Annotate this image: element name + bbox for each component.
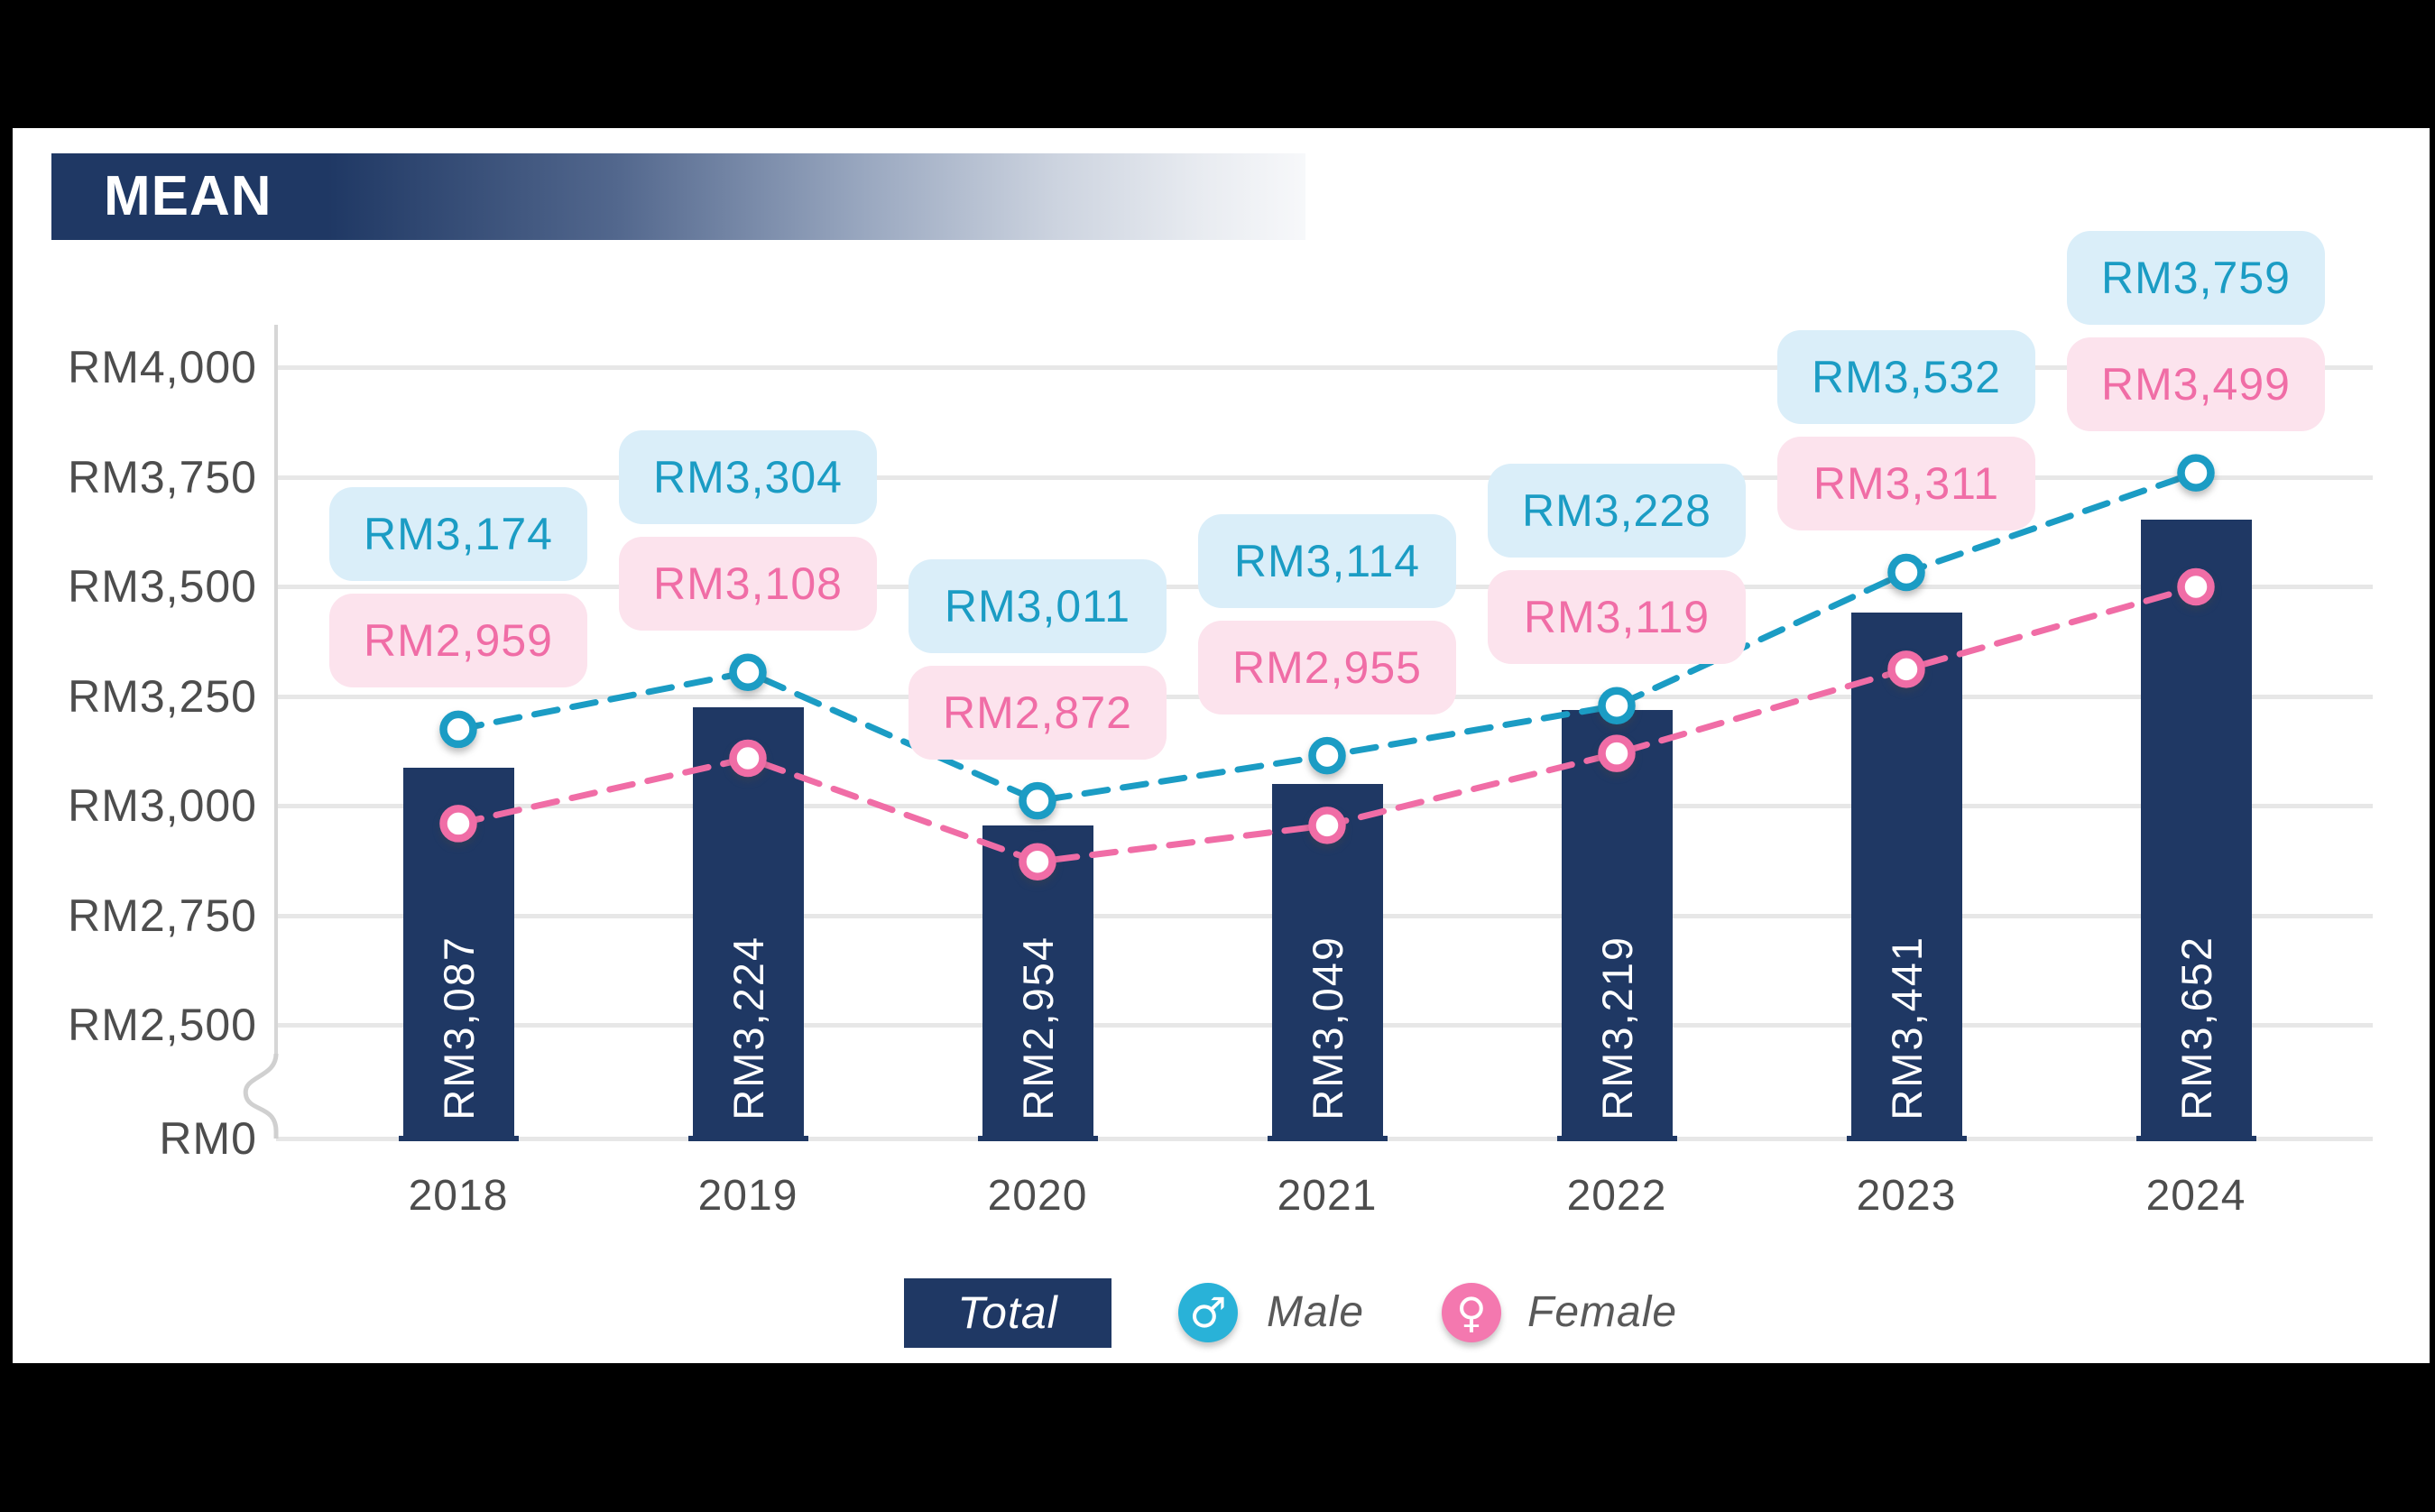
male-value-label-2020: RM3,011 — [909, 558, 1167, 653]
gridline — [276, 365, 2373, 370]
x-axis-year-label: 2021 — [1277, 1172, 1378, 1220]
legend-female-label: Female — [1527, 1288, 1678, 1336]
male-glyph: ♂ — [1189, 1288, 1227, 1337]
male-value-label-2021: RM3,114 — [1198, 513, 1456, 608]
x-axis-year-label: 2024 — [2145, 1172, 2246, 1220]
female-symbol-icon: ♀ — [1442, 1283, 1501, 1342]
female-value-label-2021: RM2,955 — [1198, 620, 1456, 715]
y-axis-tick-label: RM3,750 — [68, 451, 257, 502]
gridline — [276, 475, 2373, 480]
female-marker-2020 — [1019, 843, 1056, 880]
female-marker-2019 — [729, 739, 767, 778]
male-marker-2021 — [1308, 736, 1346, 775]
total-bar-2022: RM3,219 — [1556, 709, 1677, 1142]
female-value-label-2019: RM3,108 — [619, 537, 877, 632]
x-axis-year-label: 2019 — [697, 1172, 798, 1220]
chart-canvas — [13, 128, 2430, 1363]
female-value-label-2018: RM2,959 — [329, 594, 587, 688]
y-axis-line — [274, 325, 278, 1054]
chart-title: MEAN — [104, 165, 272, 227]
male-marker-2024 — [2177, 454, 2215, 492]
y-axis-tick-label: RM3,250 — [68, 670, 257, 722]
male-marker-2022 — [1598, 687, 1636, 724]
female-glyph: ♀ — [1456, 1288, 1487, 1337]
total-bar-2023: RM3,441 — [1846, 612, 1967, 1142]
y-axis-tick-label: RM4,000 — [68, 342, 257, 392]
male-marker-2018 — [439, 710, 477, 749]
female-value-label-2023: RM3,311 — [1777, 437, 2035, 531]
female-marker-2022 — [1598, 734, 1636, 772]
y-axis-tick-label: RM0 — [159, 1113, 257, 1164]
female-marker-2023 — [1887, 650, 1925, 688]
female-value-label-2024: RM3,499 — [2067, 337, 2325, 432]
female-marker-2018 — [439, 805, 477, 843]
female-marker-2021 — [1308, 807, 1346, 844]
male-marker-2019 — [729, 653, 767, 692]
x-axis-year-label: 2022 — [1566, 1172, 1667, 1220]
male-value-label-2022: RM3,228 — [1488, 464, 1746, 558]
female-value-label-2022: RM3,119 — [1488, 570, 1746, 665]
y-axis-tick-label: RM2,750 — [68, 890, 257, 941]
male-value-label-2024: RM3,759 — [2067, 231, 2325, 326]
x-axis-year-label: 2023 — [1856, 1172, 1957, 1220]
male-value-label-2018: RM3,174 — [329, 487, 587, 582]
y-axis-tick-label: RM3,000 — [68, 780, 257, 831]
legend-total-swatch: Total — [904, 1278, 1111, 1348]
male-value-label-2019: RM3,304 — [619, 430, 877, 525]
male-symbol-icon: ♂ — [1178, 1283, 1238, 1342]
total-bar-2024: RM3,652 — [2135, 520, 2256, 1141]
male-value-label-2023: RM3,532 — [1777, 330, 2035, 425]
male-marker-2023 — [1887, 553, 1925, 592]
y-axis-tick-label: RM3,500 — [68, 561, 257, 612]
x-axis-year-label: 2020 — [987, 1172, 1088, 1220]
legend-total-label: Total — [957, 1287, 1058, 1338]
total-bar-2019: RM3,224 — [687, 707, 808, 1141]
female-value-label-2020: RM2,872 — [909, 665, 1167, 760]
male-marker-2020 — [1019, 781, 1056, 820]
legend-male-label: Male — [1267, 1288, 1365, 1336]
x-axis-year-label: 2018 — [408, 1172, 509, 1220]
female-marker-2024 — [2177, 567, 2215, 606]
mean-banner: MEAN — [51, 153, 1305, 240]
y-axis-tick-label: RM2,500 — [68, 1000, 257, 1050]
